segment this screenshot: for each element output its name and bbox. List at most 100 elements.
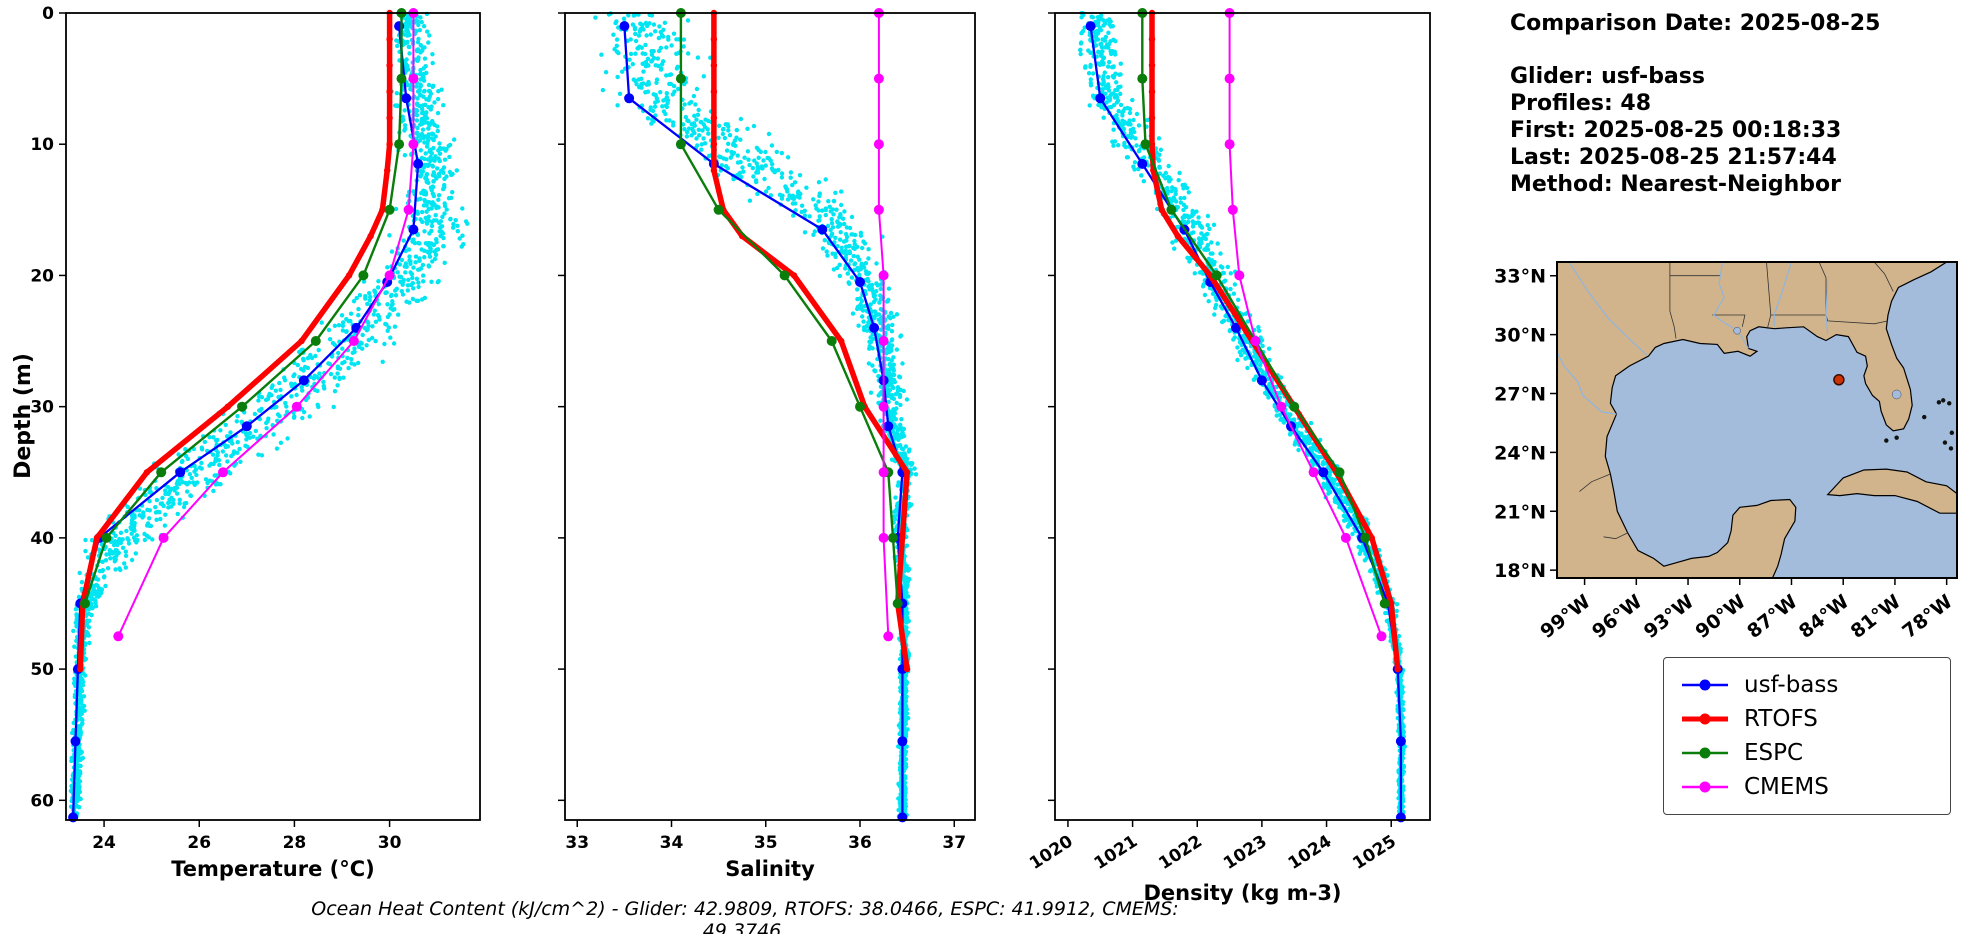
temperature-y-ticks: 0 10 20 30 40 50 60 [30, 4, 66, 811]
state-border-line [1579, 473, 1611, 492]
info-panel: Comparison Date: 2025-08-25 Glider: usf-… [1510, 10, 1880, 198]
lake-shape [1733, 326, 1741, 335]
temperature-x-axis-label: Temperature (°C) [171, 857, 374, 881]
density-profile-plot: 1020 1021 1022 1023 1024 1025 Density (kg m-3) [1026, 8, 1431, 905]
density-series-CMEMS [1224, 8, 1387, 642]
islet-dot [1936, 400, 1942, 405]
legend-entry-rtofs: RTOFS [1664, 702, 1950, 736]
map-lat-ticks: 18°N21°N24°N27°N30°N33°N [1494, 266, 1557, 582]
svg-text:24: 24 [92, 833, 116, 853]
svg-text:34: 34 [660, 833, 684, 853]
svg-text:33: 33 [565, 833, 589, 853]
svg-text:28: 28 [283, 833, 307, 853]
temperature-axes-frame [65, 12, 481, 821]
svg-text:50: 50 [30, 660, 54, 680]
legend-box: usf-bass RTOFS ESPC CMEMS [1663, 657, 1951, 815]
legend-entry-usf-bass: usf-bass [1664, 668, 1950, 702]
land-polygon-0 [1557, 262, 1948, 578]
temperature-plot-svg: 24 26 28 30 0 10 20 30 40 50 60 Temperature (°C) [30, 4, 481, 881]
svg-text:20: 20 [30, 266, 54, 286]
state-border-line [1712, 314, 1746, 327]
river-line [1557, 352, 1617, 415]
svg-text:30: 30 [30, 398, 54, 418]
temperature-series-CMEMS [113, 8, 419, 642]
svg-text:60: 60 [30, 791, 54, 811]
salinity-series-CMEMS [873, 8, 894, 642]
river-line [1713, 262, 1749, 349]
temperature-series-ESPC [80, 8, 407, 609]
density-series-usf-bass [1085, 21, 1406, 823]
legend-label: RTOFS [1744, 706, 1818, 732]
temperature-profile-plot: 24 26 28 30 0 10 20 30 40 50 60 Temperature (°C) [30, 4, 481, 881]
temperature-glider-scatter [68, 11, 470, 820]
legend-line-marker-icon [1682, 679, 1728, 691]
islet-dot [1942, 440, 1948, 445]
salinity-profile-plot: 33 34 35 36 37 Salinity [558, 8, 976, 881]
state-border-line [1603, 532, 1628, 540]
info-spacer [1510, 37, 1880, 63]
svg-text:0: 0 [42, 4, 54, 24]
temperature-series-RTOFS [77, 9, 393, 673]
salinity-axes-frame [564, 12, 976, 821]
temperature-x-ticks: 24 26 28 30 [92, 820, 402, 853]
salinity-x-ticks: 33 34 35 36 37 [565, 820, 966, 853]
density-x-ticks: 1020 1021 1022 1023 1024 1025 [1026, 820, 1400, 874]
islet-dot [1948, 446, 1954, 451]
density-plot-svg: 1020 1021 1022 1023 1024 1025 Density (kg m-3) [1026, 8, 1431, 905]
ocean-heat-content-caption: Ocean Heat Content (kJ/cm^2) - Glider: 4… [311, 898, 1179, 934]
river-line [1773, 262, 1793, 327]
land-polygon-1 [1826, 468, 1957, 514]
profiles-count-text: Profiles: 48 [1510, 91, 1652, 116]
last-profile-time-text: Last: 2025-08-25 21:57:44 [1510, 145, 1837, 170]
glider-name-text: Glider: usf-bass [1510, 64, 1705, 89]
islet-dot [1894, 435, 1899, 440]
legend-entry-cmems: CMEMS [1664, 770, 1950, 804]
map-lon-ticks: 99°W96°W93°W90°W87°W84°W81°W78°W [1536, 578, 1957, 643]
density-x-axis-label: Density (kg m-3) [1143, 881, 1341, 905]
river-line [1568, 262, 1648, 356]
legend-line-marker-icon [1682, 713, 1728, 725]
svg-text:36: 36 [848, 833, 872, 853]
islet-dot [1884, 438, 1889, 443]
salinity-series-usf-bass [619, 21, 908, 823]
method-text: Method: Nearest-Neighbor [1510, 172, 1841, 197]
temperature-series-usf-bass [68, 21, 424, 823]
lake-shape [1891, 389, 1902, 400]
legend-label: usf-bass [1744, 672, 1839, 698]
density-y-ticks [1048, 12, 1055, 802]
svg-text:40: 40 [30, 529, 54, 549]
glider-location-marker [1833, 374, 1845, 386]
state-border-line [1669, 262, 1677, 339]
density-series-RTOFS [1148, 9, 1401, 673]
legend-line-marker-icon [1682, 781, 1728, 793]
svg-text:30: 30 [378, 833, 402, 853]
legend-line-marker-icon [1682, 747, 1728, 759]
legend-label: ESPC [1744, 740, 1804, 766]
svg-text:10: 10 [30, 135, 54, 155]
svg-text:26: 26 [187, 833, 211, 853]
comparison-date-text: Comparison Date: 2025-08-25 [1510, 11, 1881, 36]
river-line [1825, 279, 1829, 335]
svg-text:37: 37 [942, 833, 966, 853]
salinity-series-ESPC [675, 8, 903, 609]
svg-text:35: 35 [754, 833, 778, 853]
map-svg: 18°N21°N24°N27°N30°N33°N99°W96°W93°W90°W… [1494, 261, 1958, 643]
gulf-of-mexico-map: 18°N 21°N 24°N 27°N 30°N 33°N 99°W 96°W 93°W 90°W… [1494, 261, 1958, 643]
legend-entry-espc: ESPC [1664, 736, 1950, 770]
salinity-x-axis-label: Salinity [725, 857, 815, 881]
density-axes-frame [1054, 12, 1431, 821]
islet-dot [1949, 430, 1955, 435]
salinity-plot-svg: 33 34 35 36 37 Salinity [558, 8, 976, 881]
islet-dot [1947, 401, 1952, 406]
state-border-line [1770, 314, 1889, 325]
salinity-y-ticks [558, 12, 565, 802]
islet-dot [1941, 398, 1946, 403]
state-border-line [1873, 262, 1894, 292]
islet-dot [1922, 414, 1927, 420]
density-glider-scatter [1078, 10, 1407, 818]
map-layers [1557, 262, 1957, 578]
map-frame [1556, 261, 1958, 579]
first-profile-time-text: First: 2025-08-25 00:18:33 [1510, 118, 1842, 143]
legend-label: CMEMS [1744, 774, 1829, 800]
